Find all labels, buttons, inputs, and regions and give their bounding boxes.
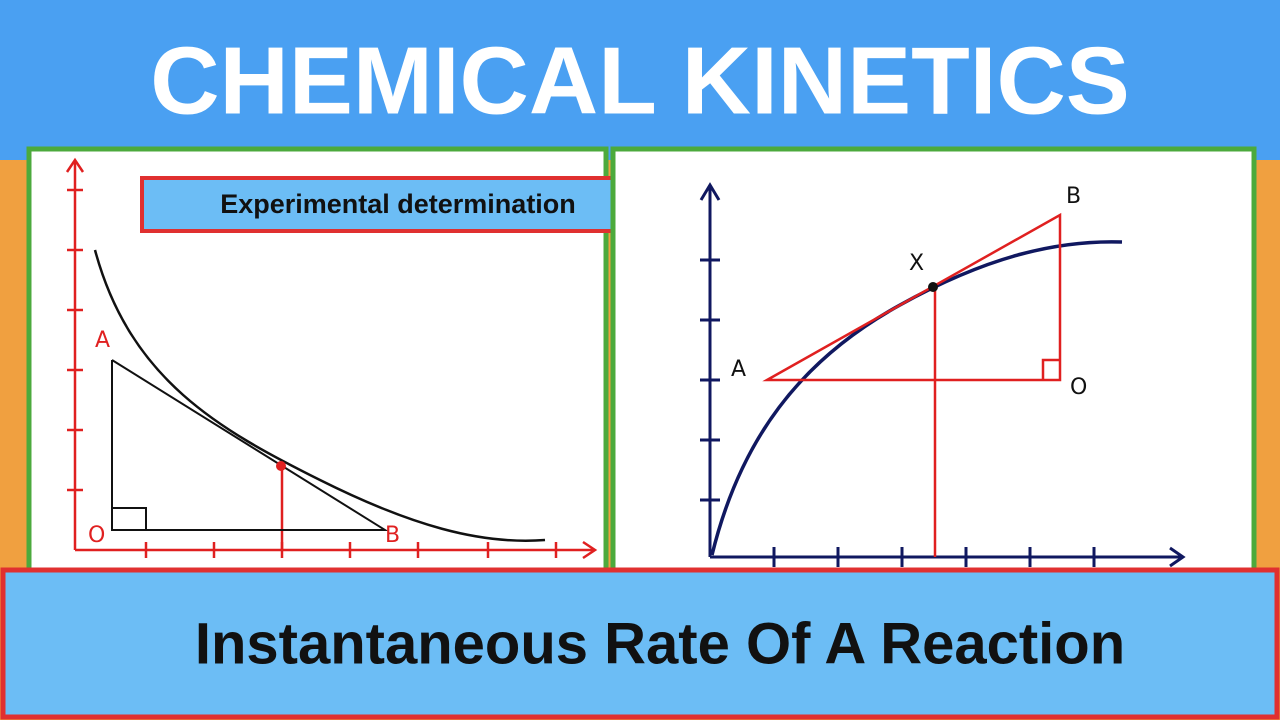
left-curve	[93, 249, 546, 542]
point-label: O	[1070, 375, 1087, 400]
right-triangle	[762, 212, 1062, 557]
right-axes	[699, 182, 1186, 568]
point-label: A	[95, 328, 110, 353]
header-band	[0, 0, 1280, 160]
left-axes	[65, 157, 598, 560]
point-label: O	[88, 523, 105, 548]
header-title: CHEMICAL KINETICS	[150, 27, 1130, 134]
panel-label: Experimental determination	[220, 189, 576, 219]
footer-title: Instantaneous Rate Of A Reaction	[195, 611, 1125, 676]
point-label: A	[731, 357, 746, 382]
left-triangle	[111, 359, 389, 531]
footer-band	[0, 567, 1280, 720]
point-label: B	[385, 523, 400, 548]
point-label: X	[909, 251, 924, 276]
right-panel	[610, 146, 1257, 584]
tangent-point	[276, 461, 286, 471]
tangent-point	[928, 282, 938, 292]
point-label: B	[1066, 184, 1081, 209]
